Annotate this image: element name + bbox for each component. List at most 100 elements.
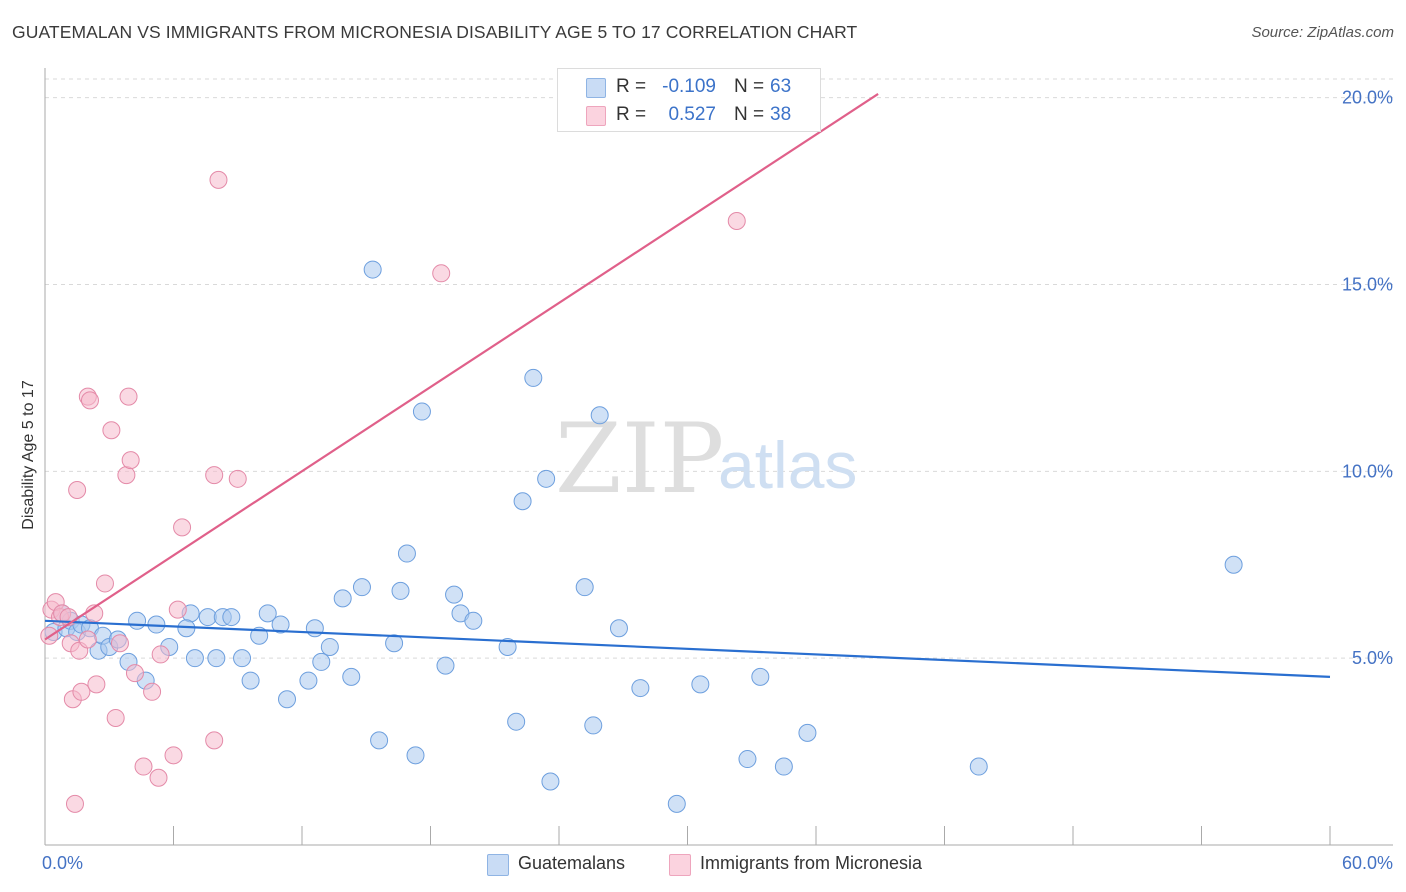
y-tick-label: 5.0% [1352, 648, 1393, 668]
micronesia-point [80, 391, 99, 410]
guatemalans-point [312, 652, 331, 671]
guatemalans-point [185, 649, 204, 668]
guatemalans-point [575, 578, 594, 597]
x-tick-label: 0.0% [42, 853, 83, 873]
micronesia-point [106, 708, 125, 727]
r-value: 0.527 [668, 104, 716, 125]
r-value: -0.109 [662, 76, 716, 97]
guatemalans-point [128, 611, 147, 630]
guatemalans-point [305, 619, 324, 638]
guatemalans-point [352, 578, 371, 597]
guatemalans-point [537, 469, 556, 488]
micronesia-point [119, 387, 138, 406]
guatemalans-point [258, 604, 277, 623]
y-tick-label: 10.0% [1342, 461, 1393, 481]
guatemalans-point [798, 723, 817, 742]
micronesia-point [432, 264, 451, 283]
stats-row-micronesia: R = 0.527 N = 38 [558, 101, 820, 129]
stats-swatch-micronesia [586, 106, 606, 126]
guatemalans-point [590, 406, 609, 425]
micronesia-point [151, 645, 170, 664]
micronesia-point [149, 768, 168, 787]
guatemalans-point [774, 757, 793, 776]
guatemalans-point [738, 750, 757, 769]
guatemalans-point [363, 260, 382, 279]
micronesia-point [134, 757, 153, 776]
micronesia-point [72, 682, 91, 701]
trend-lines [44, 93, 1331, 678]
guatemalans-point [584, 716, 603, 735]
watermark: ZIP atlas [555, 403, 857, 515]
guatemalans-point [406, 746, 425, 765]
micronesia-point [68, 481, 87, 500]
n-label: N = [734, 76, 765, 97]
guatemalans-point [609, 619, 628, 638]
micronesia-point [143, 682, 162, 701]
micronesia-point [168, 600, 187, 619]
stats-swatch-guatemalans [586, 78, 606, 98]
guatemalans-point [278, 690, 297, 709]
guatemalans-point [207, 649, 226, 668]
guatemalans-point [541, 772, 560, 791]
guatemalans-point [342, 667, 361, 686]
guatemalans-point [507, 712, 526, 731]
guatemalans-point [333, 589, 352, 608]
guatemalans-point [751, 667, 770, 686]
micronesia-point [173, 518, 192, 537]
guatemalans-point [498, 637, 517, 656]
guatemalans-point [241, 671, 260, 690]
micronesia-point [65, 794, 84, 813]
micronesia-point [95, 574, 114, 593]
guatemalans-point [667, 794, 686, 813]
guatemalans-point [397, 544, 416, 563]
tick-labels: 5.0% 10.0% 15.0% 20.0% 0.0% 60.0% [42, 88, 1393, 873]
guatemalans-point [436, 656, 455, 675]
micronesia-point [78, 630, 97, 649]
guatemalans-trend-line [44, 619, 1331, 678]
guatemalans-point [271, 615, 290, 634]
micronesia-point [209, 170, 228, 189]
watermark-zip: ZIP [555, 403, 724, 515]
y-axis-label: Disability Age 5 to 17 [20, 380, 37, 530]
legend-label: Immigrants from Micronesia [700, 853, 923, 873]
micronesia-trend-line [44, 93, 879, 641]
guatemalans-point [222, 608, 241, 627]
legend-swatch-micronesia [669, 854, 691, 876]
micronesia-point [228, 469, 247, 488]
y-tick-label: 20.0% [1342, 88, 1393, 108]
stats-row-guatemalans: R = -0.109 N = 63 [558, 73, 820, 101]
micronesia-point [164, 746, 183, 765]
stats-box: R = -0.109 N = 63 R = 0.527 N = 38 [557, 68, 821, 132]
micronesia-point [125, 664, 144, 683]
guatemalans-point [631, 679, 650, 698]
chart-title: GUATEMALAN VS IMMIGRANTS FROM MICRONESIA… [12, 22, 858, 42]
y-tick-label: 15.0% [1342, 275, 1393, 295]
micronesia-point [87, 675, 106, 694]
guatemalans-point [320, 637, 339, 656]
guatemalans-point [969, 757, 988, 776]
n-value: 63 [770, 76, 792, 97]
micronesia-point [727, 211, 746, 230]
micronesia-point [110, 634, 129, 653]
r-label: R = [616, 104, 647, 125]
source-label: Source: ZipAtlas.com [1251, 24, 1394, 41]
guatemalans-point [233, 649, 252, 668]
micronesia-point [205, 466, 224, 485]
axes [44, 68, 1393, 846]
micronesia-point [205, 731, 224, 750]
guatemalans-point [198, 608, 217, 627]
guatemalans-point [299, 671, 318, 690]
guatemalans-point [464, 611, 483, 630]
guatemalans-point [445, 585, 464, 604]
legend-label: Guatemalans [518, 853, 626, 873]
guatemalans-point [385, 634, 404, 653]
gridlines [45, 78, 1393, 659]
guatemalans-point [691, 675, 710, 694]
micronesia-point [102, 421, 121, 440]
guatemalans-point [391, 581, 410, 600]
r-label: R = [616, 76, 647, 97]
guatemalans-point [370, 731, 389, 750]
micronesia-point [117, 466, 136, 485]
n-value: 38 [770, 104, 792, 125]
